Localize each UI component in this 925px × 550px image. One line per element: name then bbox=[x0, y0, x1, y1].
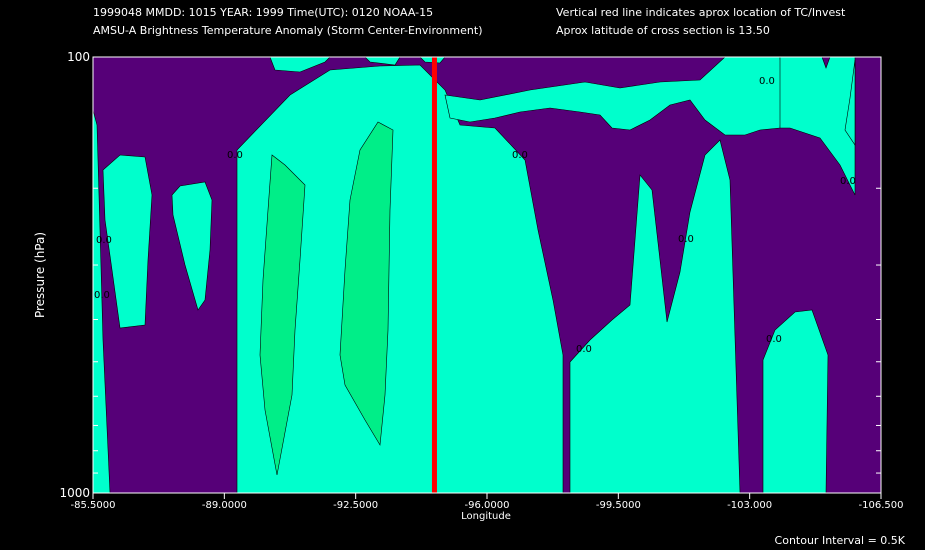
contour-region-zero-right-col-2 bbox=[762, 309, 829, 493]
y-tick-label: 100 bbox=[67, 50, 90, 64]
y-axis-ticks: 100 1000 bbox=[59, 50, 881, 500]
contour-field: 0.0 0.0 0.0 0.0 0.0 0.0 0.0 0.0 0.0 bbox=[93, 57, 881, 493]
x-tick-label: -106.500 bbox=[859, 500, 904, 511]
contour-region-zero-top-right bbox=[779, 57, 856, 196]
contour-region-zero-left-tongue-1 bbox=[102, 154, 153, 329]
x-tick-label: -96.0000 bbox=[465, 500, 510, 511]
contour-label: 0.0 bbox=[766, 334, 782, 345]
contour-region-positive-core-2 bbox=[339, 121, 394, 446]
header-line1-left: 1999048 MMDD: 1015 YEAR: 1999 Time(UTC):… bbox=[93, 6, 433, 19]
contour-interval-label: Contour Interval = 0.5K bbox=[775, 534, 906, 547]
header-line2-left: AMSU-A Brightness Temperature Anomaly (S… bbox=[93, 24, 483, 37]
contour-label: 0.0 bbox=[576, 344, 592, 355]
contour-label: 0.0 bbox=[759, 76, 775, 87]
x-tick-label: -92.5000 bbox=[333, 500, 378, 511]
contour-label: 0.0 bbox=[678, 234, 694, 245]
contour-region-zero-left-edge bbox=[93, 109, 111, 493]
y-tick-label: 1000 bbox=[59, 486, 90, 500]
contour-region-zero-right-edge bbox=[844, 59, 856, 146]
x-tick-label: -85.5000 bbox=[71, 500, 116, 511]
contour-region-zero-left-tongue-2 bbox=[171, 181, 213, 311]
x-tick-label: -99.5000 bbox=[596, 500, 641, 511]
contour-region-positive-core-1 bbox=[259, 154, 306, 476]
contour-region-zero-upper-right bbox=[444, 57, 784, 136]
y-axis-label: Pressure (hPa) bbox=[33, 232, 47, 318]
contour-label: 0.0 bbox=[840, 176, 856, 187]
header-line2-right: Aprox latitude of cross section is 13.50 bbox=[556, 24, 770, 37]
contour-label: 0.0 bbox=[512, 150, 528, 161]
contour-label: 0.0 bbox=[227, 150, 243, 161]
x-axis-ticks: -85.5000 -89.0000 -92.5000 -96.0000 -99.5000… bbox=[71, 493, 904, 511]
x-axis-label: Longitude bbox=[461, 511, 511, 522]
x-tick-label: -103.000 bbox=[727, 500, 772, 511]
contour-label: 0.0 bbox=[96, 235, 112, 246]
contour-region-zero-top-2 bbox=[364, 57, 401, 66]
contour-region-zero-central bbox=[236, 64, 564, 493]
x-tick-label: -89.0000 bbox=[202, 500, 247, 511]
header-line1-right: Vertical red line indicates aprox locati… bbox=[556, 6, 846, 19]
contour-region-zero-top-1 bbox=[269, 57, 331, 73]
contour-label: 0.0 bbox=[94, 290, 110, 301]
contour-region-zero-right-col-1 bbox=[569, 139, 741, 493]
